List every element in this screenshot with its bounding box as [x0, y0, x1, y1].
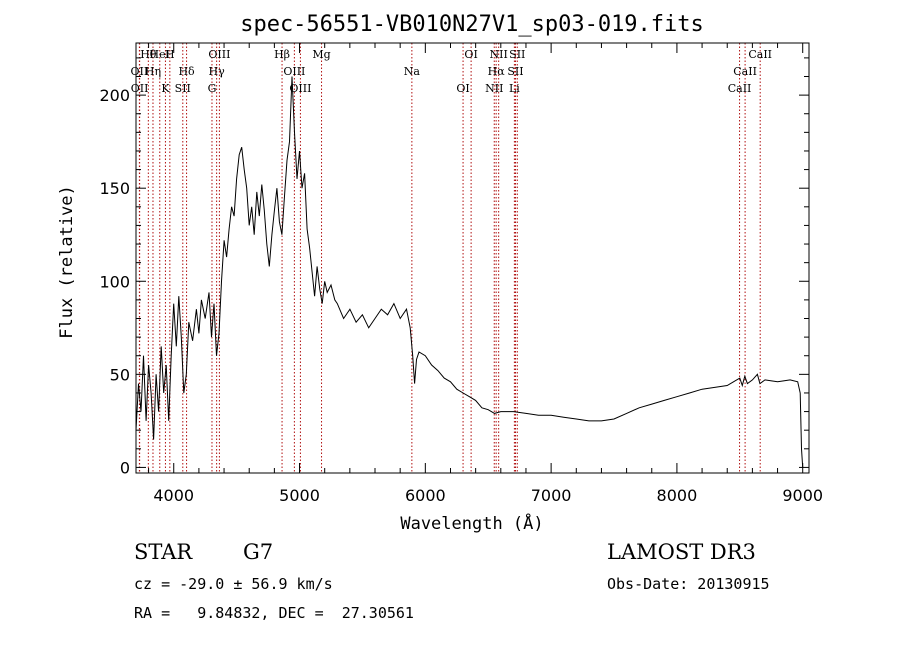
line-label-26: CaII	[728, 82, 752, 95]
line-label-11: G	[208, 82, 217, 95]
line-label-2: OII	[131, 82, 149, 95]
x-tick-label: 7000	[531, 486, 572, 505]
line-label-15: Mg	[312, 48, 330, 61]
line-label-7: Hδ	[178, 65, 195, 78]
line-label-10: Hγ	[209, 65, 226, 78]
line-label-9: OIII	[208, 48, 230, 61]
y-axis-label: Flux (relative)	[57, 185, 77, 339]
spectral-subclass: G7	[243, 540, 274, 564]
plot-frame	[135, 42, 810, 474]
line-label-4: Hη	[145, 65, 161, 78]
line-label-16: Na	[404, 65, 421, 78]
line-label-27: CaII	[748, 48, 772, 61]
object-type: STAR	[134, 540, 193, 564]
line-label-24: SII	[509, 48, 525, 61]
line-label-25: CaII	[733, 65, 757, 78]
line-label-23: Li	[509, 82, 520, 95]
line-label-14: OIII	[289, 82, 311, 95]
line-label-20: NII	[485, 82, 503, 95]
line-label-18: OI	[464, 48, 477, 61]
x-axis-ticks: 4000 5000 6000 7000 8000 9000	[148, 43, 823, 505]
emission-line-labels: HθOIIOIIHeIHηKHHδSIIOIIIHγGHβOIIIOIIIMgN…	[131, 48, 772, 95]
x-axis-label: Wavelength (Å)	[400, 512, 543, 534]
line-label-1: OII	[131, 65, 149, 78]
line-label-8: SII	[175, 82, 191, 95]
survey-name: LAMOST DR3	[607, 540, 756, 564]
coordinates: RA = 9.84832, DEC = 27.30561	[134, 604, 414, 622]
x-tick-label: 9000	[782, 486, 823, 505]
y-tick-label: 150	[99, 179, 130, 198]
line-label-6: H	[165, 48, 175, 61]
line-label-3: HeI	[150, 48, 170, 61]
y-tick-label: 200	[99, 86, 130, 105]
obs-date: Obs-Date: 20130915	[607, 575, 770, 593]
flux-series-line	[135, 76, 804, 468]
x-tick-label: 4000	[153, 486, 194, 505]
chart-title: spec-56551-VB010N27V1_sp03-019.fits	[240, 12, 704, 37]
y-tick-label: 100	[99, 272, 130, 291]
x-tick-label: 8000	[657, 486, 698, 505]
line-label-13: OIII	[283, 65, 305, 78]
line-label-12: Hβ	[274, 48, 290, 61]
line-label-17: OI	[456, 82, 469, 95]
x-tick-label: 6000	[405, 486, 446, 505]
emission-line-markers	[138, 43, 761, 473]
y-tick-label: 50	[110, 365, 130, 384]
line-label-21: NII	[490, 48, 508, 61]
y-axis-ticks: 0 50 100 150 200	[99, 57, 809, 477]
redshift-text: cz = -29.0 ± 56.9 km/s	[134, 575, 333, 593]
x-tick-label: 5000	[279, 486, 320, 505]
line-label-0: Hθ	[140, 48, 157, 61]
y-tick-label: 0	[120, 458, 130, 477]
line-label-5: K	[161, 82, 170, 95]
line-label-22: SII	[507, 65, 523, 78]
line-label-19: Hα	[488, 65, 506, 78]
